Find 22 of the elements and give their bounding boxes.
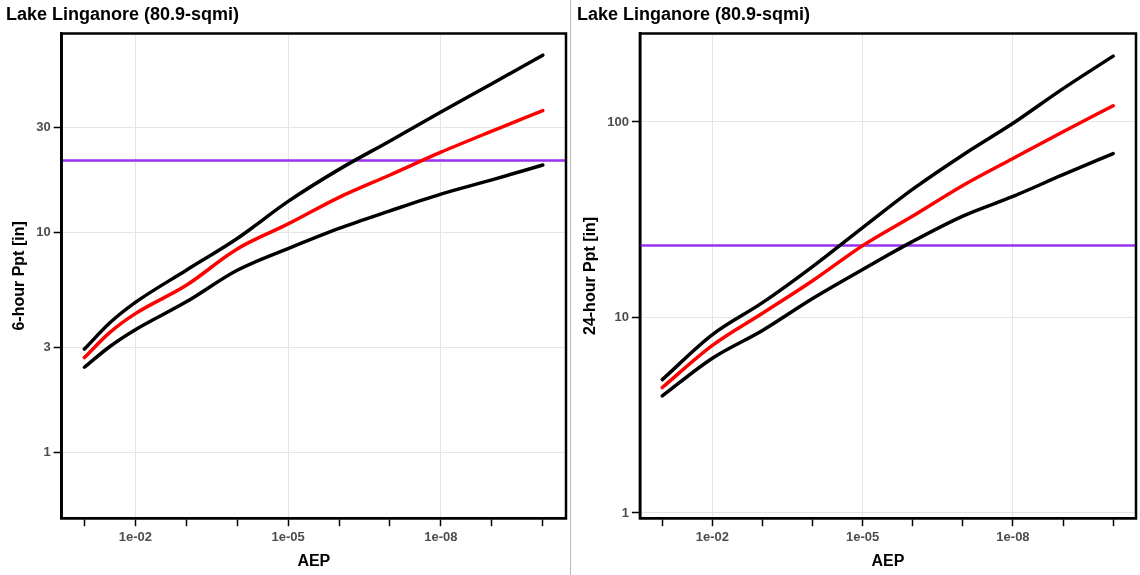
x-tick-label: 1e-08 bbox=[996, 528, 1030, 544]
chart-title: Lake Linganore (80.9-sqmi) bbox=[577, 3, 811, 24]
y-axis-title: 6-hour Ppt [in] bbox=[10, 221, 28, 331]
x-tick-label: 1e-02 bbox=[118, 528, 152, 544]
x-tick-label: 1e-08 bbox=[424, 528, 458, 544]
y-tick-label: 1 bbox=[43, 443, 51, 459]
x-axis-title: AEP bbox=[297, 551, 331, 569]
y-tick-label: 10 bbox=[614, 309, 629, 325]
y-tick-label: 1 bbox=[621, 504, 629, 520]
x-axis-title: AEP bbox=[871, 551, 905, 569]
x-tick-label: 1e-02 bbox=[695, 528, 730, 544]
y-tick-label: 10 bbox=[36, 223, 51, 239]
x-tick-label: 1e-05 bbox=[271, 528, 305, 544]
y-tick-label: 3 bbox=[43, 338, 51, 354]
y-tick-label: 100 bbox=[607, 113, 629, 129]
x-tick-label: 1e-05 bbox=[846, 528, 880, 544]
y-axis-title: 24-hour Ppt [in] bbox=[581, 216, 599, 336]
line-series bbox=[660, 151, 1115, 398]
y-tick-label: 30 bbox=[36, 118, 51, 134]
chart-title: Lake Linganore (80.9-sqmi) bbox=[6, 3, 240, 24]
line-series bbox=[660, 103, 1115, 390]
line-series bbox=[660, 54, 1115, 382]
